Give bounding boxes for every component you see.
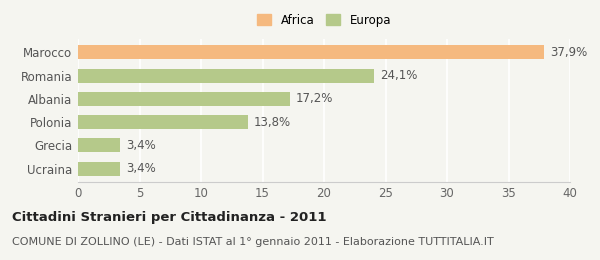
Text: 24,1%: 24,1% bbox=[380, 69, 418, 82]
Bar bbox=[78, 46, 544, 60]
Text: 3,4%: 3,4% bbox=[126, 139, 156, 152]
Text: Cittadini Stranieri per Cittadinanza - 2011: Cittadini Stranieri per Cittadinanza - 2… bbox=[12, 211, 326, 224]
Text: 3,4%: 3,4% bbox=[126, 162, 156, 175]
Text: 37,9%: 37,9% bbox=[550, 46, 587, 59]
Bar bbox=[78, 69, 374, 83]
Bar bbox=[78, 115, 248, 129]
Text: 13,8%: 13,8% bbox=[254, 116, 291, 129]
Text: 17,2%: 17,2% bbox=[296, 92, 333, 105]
Bar bbox=[78, 138, 120, 152]
Bar bbox=[78, 161, 120, 176]
Legend: Africa, Europa: Africa, Europa bbox=[253, 10, 395, 30]
Bar bbox=[78, 92, 290, 106]
Text: COMUNE DI ZOLLINO (LE) - Dati ISTAT al 1° gennaio 2011 - Elaborazione TUTTITALIA: COMUNE DI ZOLLINO (LE) - Dati ISTAT al 1… bbox=[12, 237, 494, 246]
